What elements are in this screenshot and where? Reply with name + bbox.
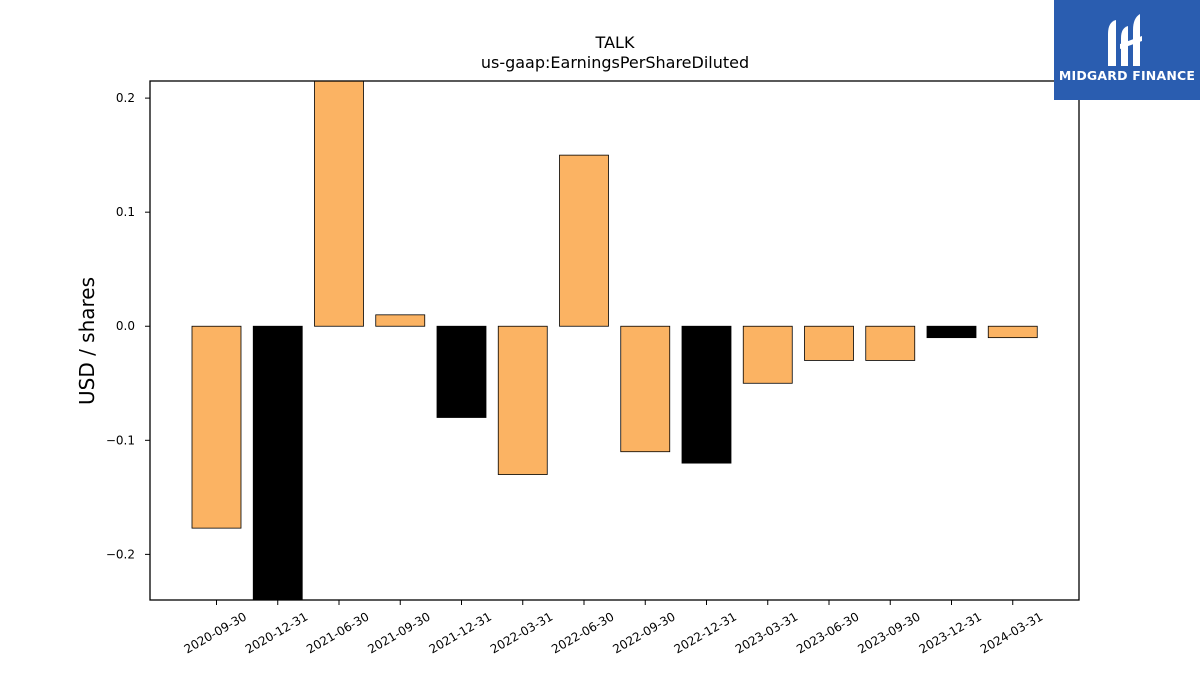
chart-subtitle: us-gaap:EarningsPerShareDiluted [481,53,749,72]
x-tick-label: 2020-12-31 [243,609,310,656]
bar-2022-12-31 [681,325,732,464]
bar-2023-12-31 [926,325,977,339]
bar-2021-06-30 [314,80,364,327]
y-tick-label: 0.2 [116,91,135,105]
y-tick-label: 0.1 [116,205,135,219]
x-tick-label: 2023-06-30 [794,609,861,656]
x-tick-label: 2023-12-31 [917,609,984,656]
midgard-logo-icon [1108,14,1142,66]
x-tick-label: 2020-09-30 [182,609,249,656]
y-tick-label: 0.0 [116,319,135,333]
bar-2023-09-30 [865,325,916,361]
y-tick-label: −0.1 [106,433,135,447]
bar-2021-09-30 [375,314,426,327]
bar-2022-03-31 [497,325,548,475]
bar-2022-09-30 [620,325,671,453]
bar-2024-03-31 [987,325,1038,339]
x-tick-label: 2023-03-31 [733,609,800,656]
bar-2020-12-31 [252,325,303,601]
x-axis-ticks: 2020-09-302020-12-312021-06-302021-09-30… [182,600,1045,656]
x-tick-label: 2024-03-31 [978,609,1045,656]
bar-2022-06-30 [559,154,609,327]
x-tick-label: 2021-09-30 [365,609,432,656]
y-axis-label: USD / shares [75,277,99,405]
bar-2020-09-30 [191,325,242,529]
x-tick-label: 2021-06-30 [304,609,371,656]
x-tick-label: 2023-09-30 [855,609,922,656]
x-tick-label: 2022-06-30 [549,609,616,656]
bar-2021-12-31 [436,325,487,418]
x-tick-label: 2022-03-31 [488,609,555,656]
y-tick-label: −0.2 [106,547,135,561]
bars [191,80,1038,601]
plot-frame [149,80,1080,601]
bar-2023-06-30 [804,325,854,361]
midgard-finance-logo: MIDGARD FINANCE [1054,0,1200,100]
bar-2023-03-31 [742,325,793,384]
chart-title: TALK [595,33,635,52]
logo-text: MIDGARD FINANCE [1058,68,1196,83]
x-tick-label: 2022-09-30 [610,609,677,656]
x-tick-label: 2021-12-31 [427,609,494,656]
y-axis-ticks: −0.2 −0.1 0.0 0.1 0.2 [106,91,150,561]
x-tick-label: 2022-12-31 [672,609,739,656]
